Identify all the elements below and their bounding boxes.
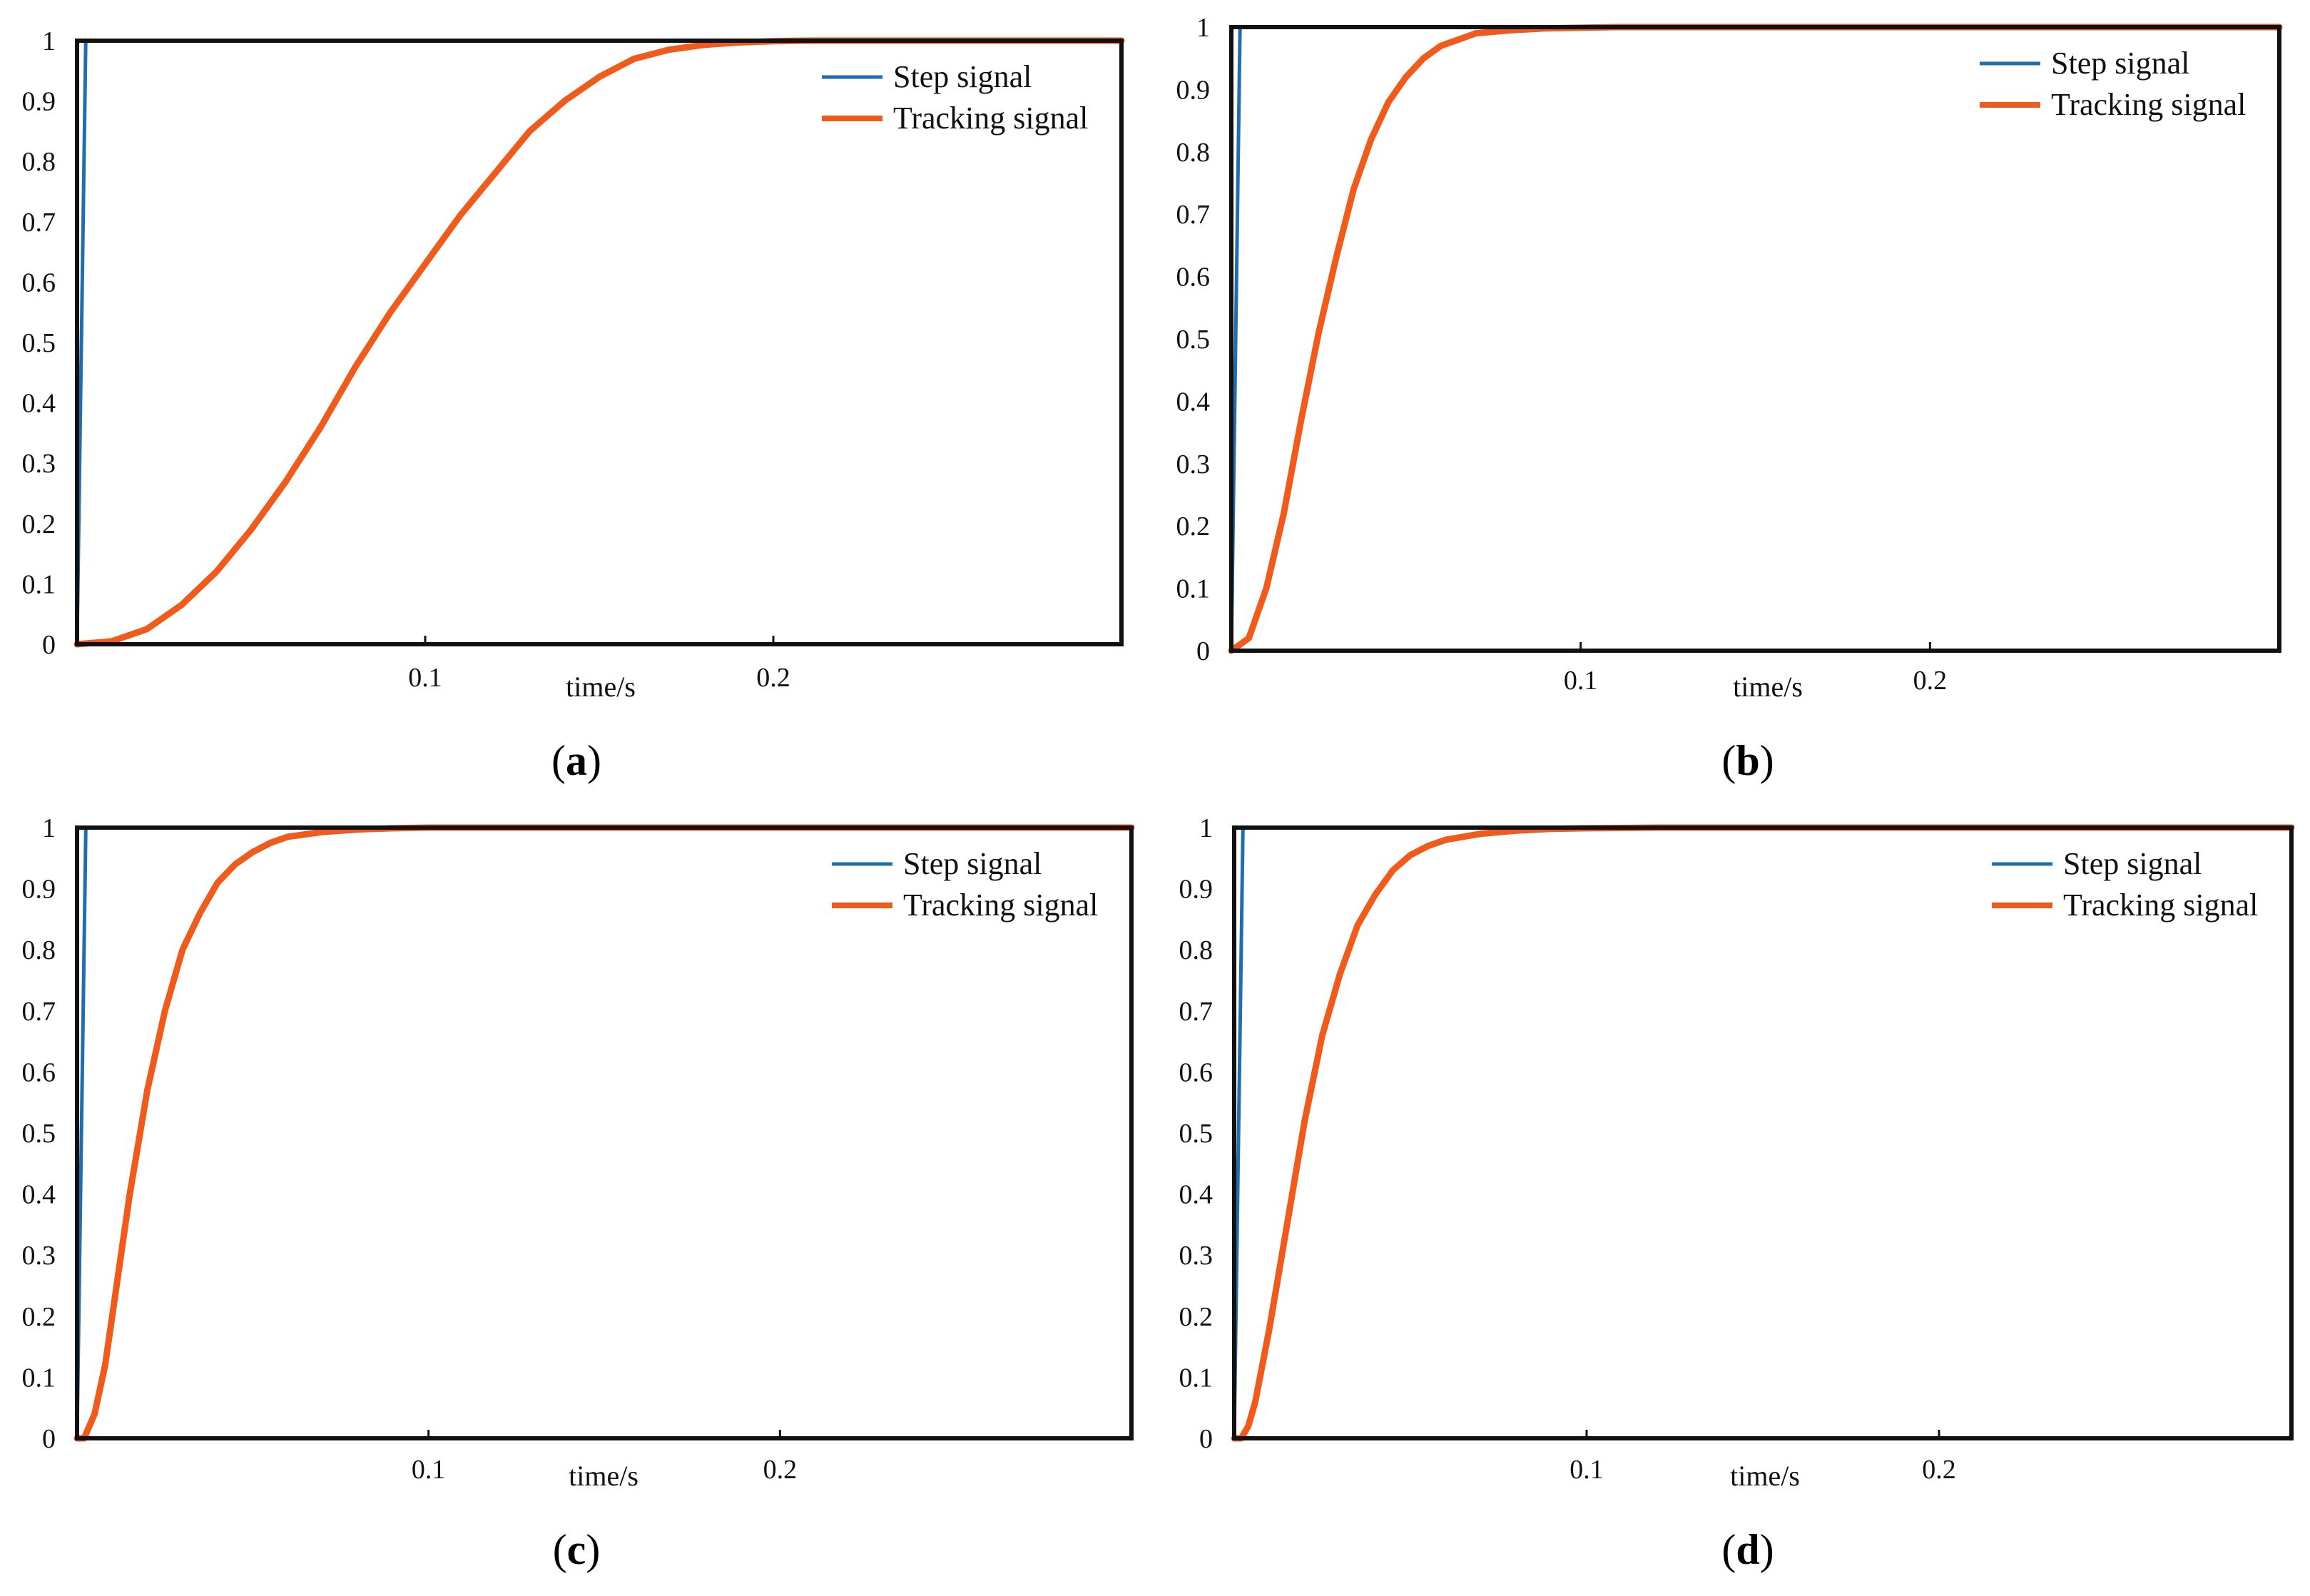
y-tick-label: 0.3 (1176, 449, 1211, 479)
y-tick-label: 0.4 (22, 389, 56, 419)
y-tick-label: 1 (1199, 813, 1213, 843)
x-axis-label: time/s (566, 671, 636, 703)
y-tick-label: 0.3 (22, 449, 56, 479)
y-tick-label: 0.6 (1179, 1057, 1213, 1087)
y-tick-label: 0.9 (1179, 875, 1213, 905)
legend-label-step: Step signal (893, 59, 1032, 94)
y-tick-label: 0.9 (22, 87, 56, 117)
y-tick-label: 1 (42, 26, 56, 56)
legend-label-step: Step signal (2063, 846, 2202, 881)
panel-c: 0 0.1 0.2 0.3 0.4 0.5 0.6 0.7 0.8 0.9 1 0.1 0.2 time/… (22, 813, 1135, 1573)
panel-b: 0 0.1 0.2 0.3 0.4 0.5 0.6 0.7 0.8 0.9 1 0.1 0.2 time/… (1176, 13, 2283, 784)
y-tick-label: 0 (42, 630, 56, 660)
y-tick-label: 1 (1196, 13, 1210, 43)
y-tick-label: 0.2 (1176, 512, 1211, 542)
panel-caption: (d) (1721, 1526, 1774, 1573)
panel-caption-letter: a (566, 737, 587, 784)
y-tick-label: 0 (42, 1424, 56, 1454)
legend-label-tracking: Tracking signal (893, 101, 1088, 136)
y-tick-label: 0.5 (22, 1119, 56, 1149)
y-tick-label: 0.1 (22, 569, 56, 599)
legend-label-tracking: Tracking signal (903, 888, 1098, 922)
y-tick-label: 0.8 (22, 935, 56, 965)
y-tick-label: 0.3 (22, 1241, 56, 1271)
x-tick-label: 0.1 (1569, 1455, 1604, 1485)
panel-a: 0 0.1 0.2 0.3 0.4 0.5 0.6 0.7 0.8 0.9 1 0.1 0.2 time/… (22, 26, 1125, 784)
y-tick-label: 0.7 (1179, 997, 1213, 1027)
y-tick-label: 0.5 (1179, 1119, 1213, 1149)
legend-label-step: Step signal (903, 846, 1042, 881)
x-axis-label: time/s (1733, 671, 1803, 703)
x-axis-label: time/s (1730, 1460, 1800, 1492)
y-tick-label: 0.4 (22, 1180, 56, 1210)
y-tick-label: 0.8 (1176, 138, 1211, 168)
y-tick-label: 0.7 (22, 997, 56, 1027)
y-tick-label: 0.5 (22, 328, 56, 358)
x-tick-label: 0.1 (412, 1455, 446, 1485)
axes-frame (75, 825, 1134, 1440)
y-tick-label: 0.6 (1176, 263, 1211, 293)
x-tick-label: 0.2 (1913, 666, 1948, 696)
x-tick-label: 0.2 (1922, 1455, 1956, 1485)
legend-label-tracking: Tracking signal (2063, 888, 2258, 922)
y-tick-label: 0.2 (22, 509, 56, 539)
y-tick-label: 0.1 (1176, 574, 1211, 604)
legend-label-step: Step signal (2051, 46, 2189, 81)
y-tick-label: 0.8 (1179, 935, 1213, 965)
axes-frame (1232, 825, 2294, 1440)
y-tick-label: 0.7 (22, 208, 56, 238)
panel-caption: (a) (551, 737, 601, 784)
y-tick-label: 0.7 (1176, 200, 1211, 230)
y-tick-label: 0.6 (22, 1057, 56, 1087)
y-tick-label: 0.3 (1179, 1241, 1213, 1271)
panel-caption-letter: d (1736, 1526, 1759, 1573)
axes-frame (1229, 25, 2281, 653)
y-tick-label: 1 (42, 813, 56, 843)
x-tick-label: 0.2 (763, 1455, 798, 1485)
panel-d: 0 0.1 0.2 0.3 0.4 0.5 0.6 0.7 0.8 0.9 1 0.1 0.2 time/… (1179, 813, 2295, 1573)
y-tick-label: 0.6 (22, 268, 56, 298)
panel-caption: (c) (553, 1526, 601, 1573)
y-tick-label: 0 (1196, 636, 1210, 666)
x-tick-label: 0.1 (408, 663, 442, 693)
x-axis-label: time/s (569, 1460, 638, 1492)
panel-caption-letter: b (1736, 737, 1759, 784)
y-tick-label: 0.2 (22, 1302, 56, 1332)
axes-frame (75, 39, 1124, 646)
y-tick-label: 0.5 (1176, 325, 1211, 355)
y-tick-label: 0.1 (22, 1363, 56, 1393)
panel-caption: (b) (1721, 737, 1774, 784)
legend-label-tracking: Tracking signal (2051, 87, 2246, 122)
y-tick-label: 0.1 (1179, 1363, 1213, 1393)
y-tick-label: 0.9 (1176, 75, 1211, 105)
x-tick-label: 0.1 (1564, 666, 1598, 696)
y-tick-label: 0.9 (22, 875, 56, 905)
y-tick-label: 0.4 (1179, 1180, 1213, 1210)
panel-caption-letter: c (567, 1526, 586, 1573)
y-tick-label: 0 (1199, 1424, 1213, 1454)
y-tick-label: 0.8 (22, 147, 56, 177)
x-tick-label: 0.2 (756, 663, 790, 693)
y-tick-label: 0.2 (1179, 1302, 1213, 1332)
y-tick-label: 0.4 (1176, 387, 1211, 417)
